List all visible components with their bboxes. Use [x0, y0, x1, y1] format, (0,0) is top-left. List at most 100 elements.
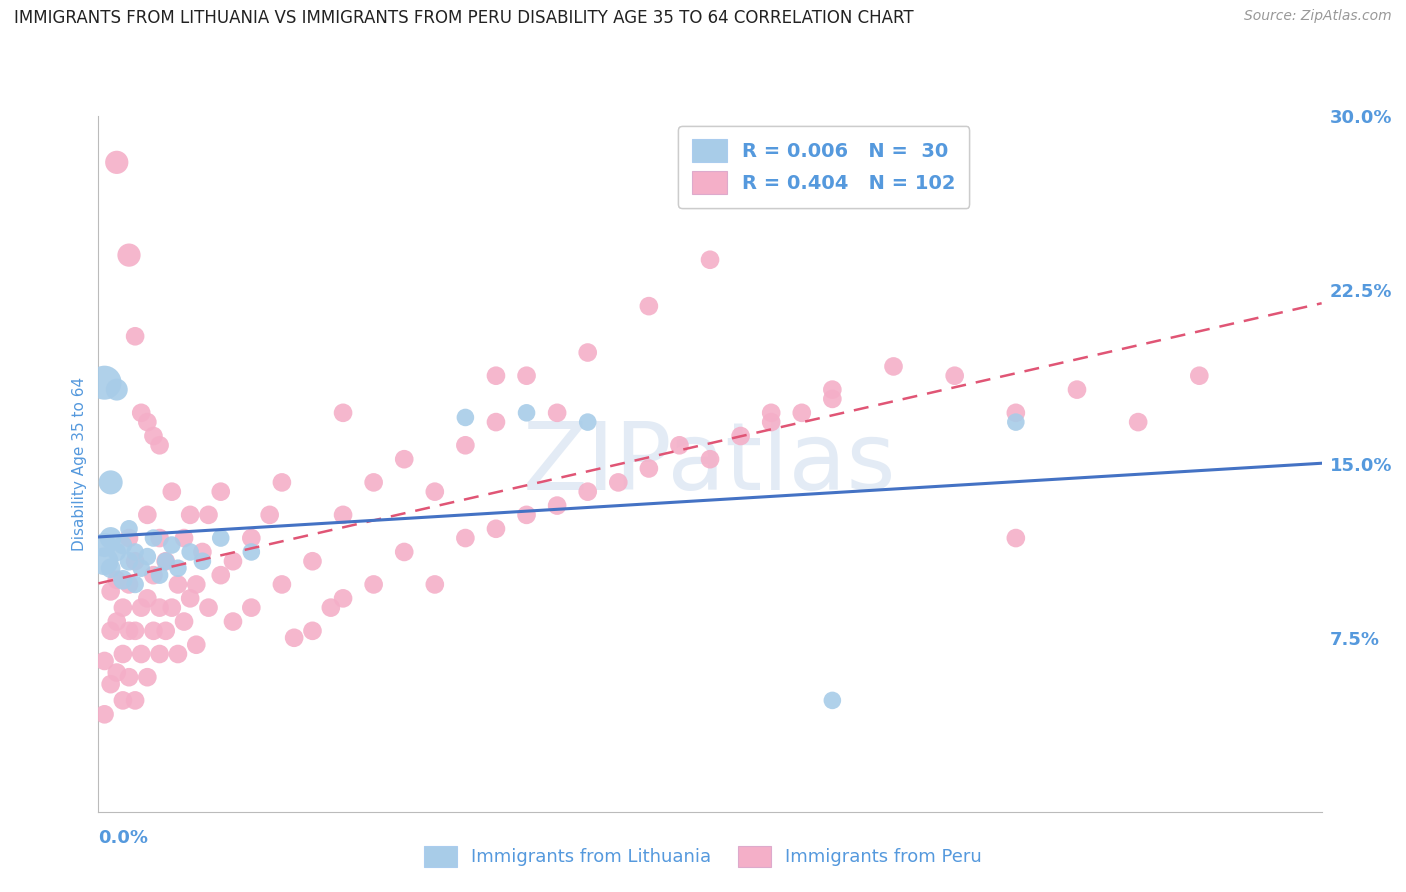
Text: 0.0%: 0.0%	[98, 830, 149, 847]
Point	[637, 461, 661, 475]
Legend: Immigrants from Lithuania, Immigrants from Peru: Immigrants from Lithuania, Immigrants fr…	[416, 838, 990, 874]
Point	[423, 577, 446, 591]
Point	[485, 368, 508, 383]
Point	[197, 600, 219, 615]
Point	[155, 554, 177, 568]
Point	[118, 531, 141, 545]
Point	[142, 624, 165, 638]
Point	[105, 665, 128, 680]
Point	[105, 155, 128, 169]
Point	[136, 670, 159, 684]
Point	[136, 549, 159, 564]
Point	[155, 554, 177, 568]
Point	[129, 647, 152, 661]
Point	[100, 624, 122, 638]
Point	[118, 624, 141, 638]
Point	[160, 600, 183, 615]
Point	[1004, 406, 1026, 420]
Point	[576, 484, 599, 499]
Point	[105, 615, 128, 629]
Point	[209, 484, 232, 499]
Point	[124, 624, 146, 638]
Point	[1004, 531, 1026, 545]
Point	[142, 568, 165, 582]
Point	[124, 545, 146, 559]
Point	[124, 329, 146, 343]
Point	[821, 392, 844, 406]
Point	[240, 531, 263, 545]
Point	[270, 475, 292, 490]
Point	[100, 584, 122, 599]
Point	[179, 508, 201, 522]
Point	[93, 376, 115, 390]
Point	[155, 624, 177, 638]
Point	[149, 600, 172, 615]
Point	[1004, 415, 1026, 429]
Point	[332, 591, 354, 606]
Point	[111, 647, 134, 661]
Point	[149, 438, 172, 452]
Point	[129, 561, 152, 575]
Point	[759, 415, 782, 429]
Point	[209, 568, 232, 582]
Point	[668, 438, 690, 452]
Point	[209, 531, 232, 545]
Point	[136, 591, 159, 606]
Point	[943, 368, 966, 383]
Point	[186, 577, 208, 591]
Point	[111, 538, 134, 552]
Point	[179, 545, 201, 559]
Point	[124, 577, 146, 591]
Text: IMMIGRANTS FROM LITHUANIA VS IMMIGRANTS FROM PERU DISABILITY AGE 35 TO 64 CORREL: IMMIGRANTS FROM LITHUANIA VS IMMIGRANTS …	[14, 9, 914, 27]
Point	[883, 359, 905, 374]
Point	[118, 522, 141, 536]
Point	[111, 600, 134, 615]
Point	[186, 638, 208, 652]
Point	[149, 531, 172, 545]
Point	[136, 415, 159, 429]
Point	[283, 631, 305, 645]
Point	[100, 561, 122, 575]
Point	[699, 452, 721, 467]
Point	[222, 615, 245, 629]
Point	[270, 577, 292, 591]
Point	[240, 600, 263, 615]
Point	[363, 475, 385, 490]
Point	[149, 568, 172, 582]
Point	[160, 484, 183, 499]
Point	[1128, 415, 1150, 429]
Point	[576, 415, 599, 429]
Point	[179, 591, 201, 606]
Point	[821, 383, 844, 397]
Point	[485, 415, 508, 429]
Point	[118, 554, 141, 568]
Point	[93, 707, 115, 722]
Point	[191, 554, 214, 568]
Point	[129, 406, 152, 420]
Point	[759, 406, 782, 420]
Point	[699, 252, 721, 267]
Point	[124, 693, 146, 707]
Point	[197, 508, 219, 522]
Point	[105, 545, 128, 559]
Point	[100, 475, 122, 490]
Point	[790, 406, 813, 420]
Point	[363, 577, 385, 591]
Point	[821, 693, 844, 707]
Point	[93, 554, 115, 568]
Point	[607, 475, 630, 490]
Point	[485, 522, 508, 536]
Point	[301, 624, 323, 638]
Point	[516, 406, 538, 420]
Point	[136, 508, 159, 522]
Point	[392, 452, 416, 467]
Point	[105, 573, 128, 587]
Point	[160, 538, 183, 552]
Point	[516, 368, 538, 383]
Point	[454, 438, 477, 452]
Point	[111, 693, 134, 707]
Point	[173, 531, 195, 545]
Point	[93, 654, 115, 668]
Point	[332, 406, 354, 420]
Point	[167, 577, 190, 591]
